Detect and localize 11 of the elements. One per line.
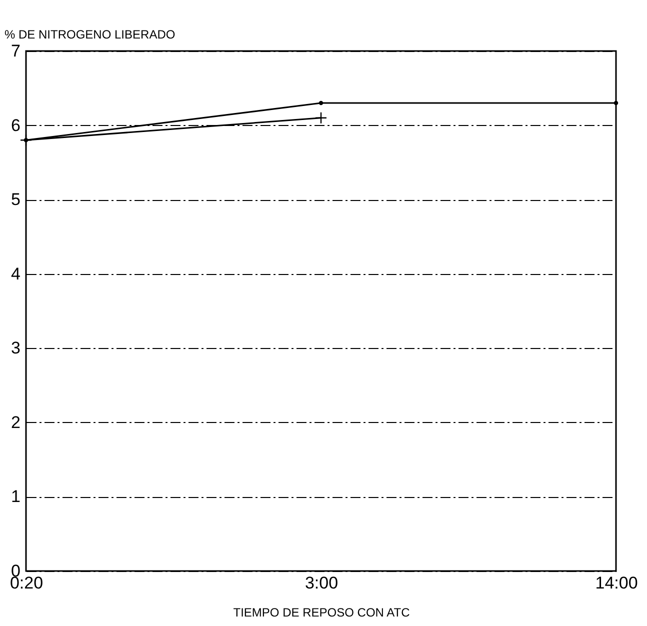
- y-tick-label: 5: [11, 190, 20, 210]
- y-tick-label: 2: [11, 412, 20, 432]
- x-tick-label: 3:00: [304, 574, 338, 592]
- y-tick-label: 7: [11, 42, 20, 60]
- x-axis-title: TIEMPO DE REPOSO CON ATC: [233, 606, 410, 620]
- y-tick-label: 3: [11, 338, 20, 358]
- y-tick-label: 4: [11, 264, 20, 284]
- x-tick-label: 14:00: [595, 574, 638, 592]
- y-axis-title: % DE NITROGENO LIBERADO: [4, 28, 176, 42]
- y-tick-label: 6: [11, 116, 20, 135]
- y-tick-label: 1: [11, 487, 20, 506]
